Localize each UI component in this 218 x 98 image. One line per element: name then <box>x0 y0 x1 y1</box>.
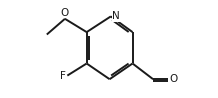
Text: F: F <box>60 71 66 81</box>
Text: N: N <box>112 11 120 21</box>
Text: O: O <box>61 8 69 18</box>
Text: O: O <box>169 74 177 84</box>
